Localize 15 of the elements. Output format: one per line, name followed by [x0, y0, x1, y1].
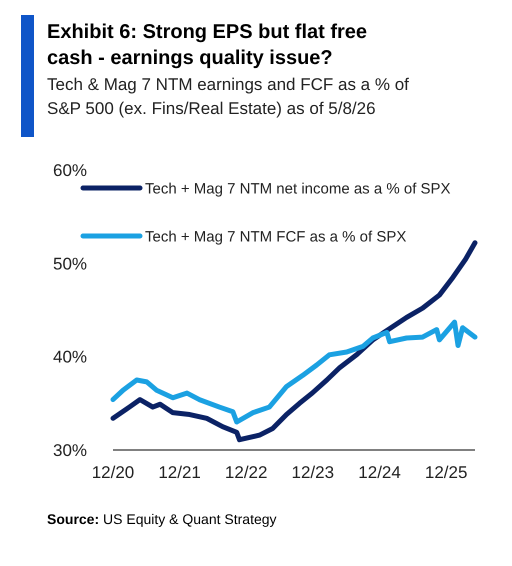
x-tick-label: 12/24	[358, 463, 401, 482]
x-tick-label: 12/23	[292, 463, 334, 482]
y-tick-label: 30%	[52, 440, 88, 460]
y-tick-label: 40%	[52, 348, 88, 367]
legend-label: Tech + Mag 7 NTM net income as a % of SPX	[145, 180, 451, 198]
y-tick-label: 60%	[52, 160, 88, 180]
x-tick-label: 12/22	[224, 463, 268, 482]
source-note: Source: US Equity & Quant Strategy	[47, 511, 277, 527]
chart-subtitle: Tech & Mag 7 NTM earnings and FCF as a % of S&P 500 (ex. Fins/Real Estate) as of 5/8/26	[47, 75, 410, 118]
chart-title: Exhibit 6: Strong EPS but flat free cash - earnings quality issue?	[47, 21, 368, 69]
x-tick-label: 12/25	[424, 463, 468, 482]
legend-label: Tech + Mag 7 NTM FCF as a % of SPX	[145, 228, 406, 246]
y-tick-label: 50%	[52, 254, 88, 274]
x-tick-label: 12/20	[92, 463, 134, 482]
x-tick-label: 12/21	[158, 463, 201, 482]
